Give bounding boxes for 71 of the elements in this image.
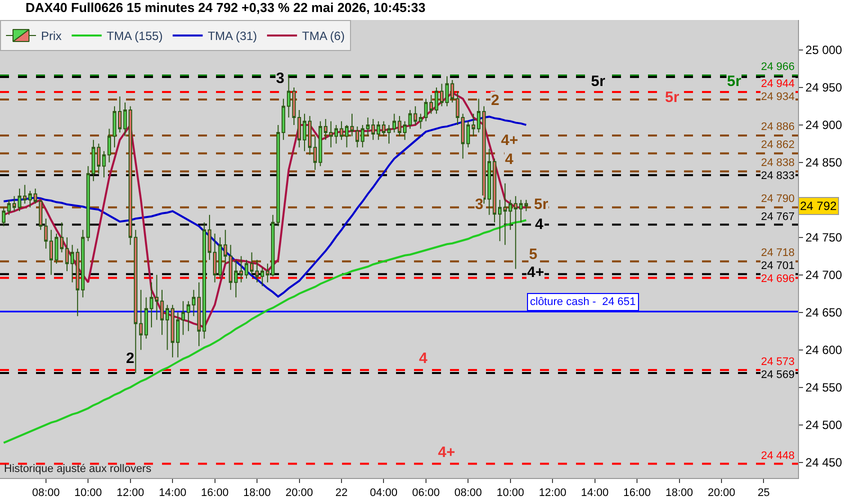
x-tick-label: 08:00 [32,487,60,500]
x-tick-label: 16:00 [623,487,651,500]
x-tick-label: 14:00 [158,487,186,500]
annotation: 5r [534,196,548,213]
annotation: 2 [491,92,500,109]
ref-line-label: 24 934 [761,91,795,103]
ref-line-label: 24 573 [761,356,795,368]
x-tick-label: 14:00 [581,487,609,500]
y-tick-label: 24 950 [805,80,842,95]
y-tick-label: 24 500 [805,418,842,432]
x-tick-label: 18:00 [243,487,271,500]
ref-line-label: 24 886 [761,121,795,133]
x-tick-label: 16:00 [201,487,229,500]
y-tick-label: 24 550 [805,380,842,394]
x-tick-label: 25 [758,487,770,500]
x-tick-label: 04:00 [370,487,398,500]
ref-line-label: 24 862 [761,139,795,151]
line-series [2,116,528,298]
x-tick-label: 12:00 [538,487,566,500]
y-tick-label: 24 750 [805,230,842,245]
annotation: 4 [505,151,514,168]
x-tick-label: 06:00 [412,487,440,500]
y-tick-label: 25 000 [805,43,842,58]
ref-line-label: 24 944 [761,78,795,90]
annotation: 3 [475,196,484,213]
ref-line-label: 24 569 [761,369,795,381]
ref-line-label: 24 790 [761,193,795,205]
annotation: 5r [591,73,606,90]
ref-line-label: 24 696 [761,273,795,285]
annotation: 4 [535,216,544,233]
annotation: 4+ [438,444,456,461]
y-tick-label: 24 450 [805,455,842,470]
ref-line-label: clôture cash - 24 651 [530,296,636,308]
ref-line-label: 24 448 [761,450,795,462]
annotation: 3 [276,70,284,87]
ref-line-label: 24 767 [761,211,795,223]
legend-label: TMA (155) [106,29,163,44]
y-tick-label: 24 900 [805,118,842,132]
line-series [2,92,528,328]
annotation: 4+ [501,132,518,149]
x-tick-label: 20:00 [708,487,736,500]
legend-label: TMA (6) [302,29,345,44]
ref-line-label: 24 966 [761,61,795,73]
y-tick-label: 24 600 [805,343,842,358]
ref-line-label: 24 718 [761,247,795,259]
annotation: 5r [727,73,742,90]
ref-line-label: 24 838 [761,157,795,169]
ref-line-label: 24 833 [761,170,795,182]
candlestick [524,199,528,212]
annotation: 4+ [527,264,544,281]
annotation: 5r [665,89,680,106]
legend-label: TMA (31) [208,29,258,44]
y-tick-label: 24 700 [805,268,842,282]
ref-line-label: 24 701 [761,260,795,272]
x-tick-label: 08:00 [454,487,482,500]
annotation: Historique ajusté aux rollovers [4,463,152,475]
annotation: 5 [529,246,538,263]
annotation: 2 [126,350,134,367]
x-tick-label: 18:00 [665,487,694,500]
y-tick-label: 24 650 [805,306,842,320]
line-series [2,219,528,444]
annotation: 4 [419,350,428,367]
x-tick-label: 22 [335,487,348,500]
x-tick-label: 10:00 [74,487,102,500]
x-tick-label: 12:00 [116,487,144,500]
x-tick-label: 20:00 [285,487,314,500]
y-tick-label: 24 850 [805,156,842,170]
x-tick-label: 10:00 [496,487,524,500]
chart-title: DAX40 Full0626 15 minutes 24 792 +0,33 % 22 mai 2026, 10:45:33 [26,0,426,16]
text: 24 792 [800,199,838,213]
legend-label: Prix [41,29,62,44]
